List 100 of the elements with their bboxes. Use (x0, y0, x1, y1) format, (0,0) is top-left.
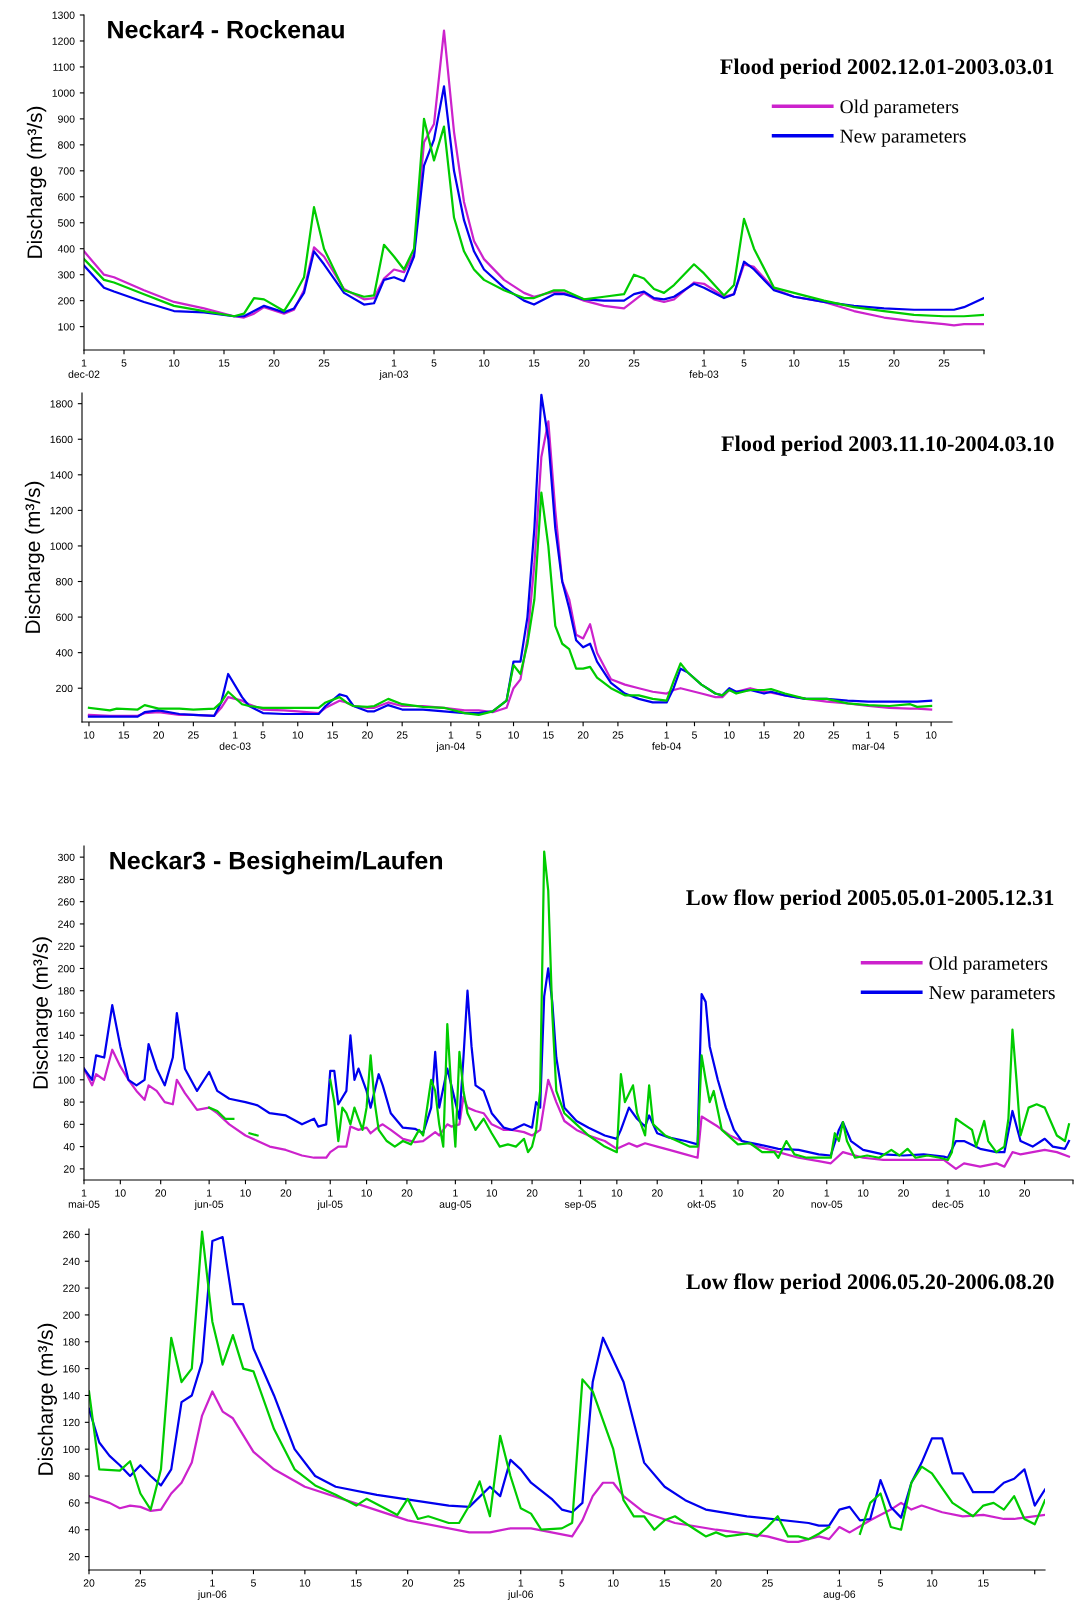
y-tick-label: 1000 (50, 542, 73, 550)
y-tick-label: 1300 (52, 11, 75, 19)
x-tick-label: 25 (453, 1579, 465, 1587)
y-tick-label: 300 (57, 853, 75, 862)
x-tick-label: 20 (155, 1189, 167, 1197)
y-tick-label: 240 (58, 920, 75, 928)
y-tick-label: 1600 (50, 435, 73, 444)
x-tick-label: 1 jan-03 (379, 359, 409, 380)
x-tick-label: 15 (759, 731, 770, 739)
legend-label: New parameters (929, 986, 1055, 1004)
y-tick-label: 240 (63, 1257, 80, 1266)
y-tick-label: 800 (58, 141, 75, 149)
x-tick-label: 5 (893, 731, 899, 739)
x-tick-label: 15 (118, 731, 130, 739)
x-tick-label: 20 (578, 359, 590, 367)
y-tick-label: 600 (56, 613, 73, 621)
x-tick-label: 15 (351, 1579, 362, 1587)
x-tick-label: 15 (839, 359, 850, 367)
x-tick-label: 1 mai-05 (68, 1189, 100, 1208)
x-tick-label: 10 (732, 1189, 744, 1197)
x-tick-label: 20 (773, 1189, 784, 1197)
x-tick-label: 10 (608, 1579, 619, 1587)
y-tick-label: 80 (68, 1472, 80, 1480)
legend-label: Old parameters (840, 99, 959, 118)
y-tick-label: 200 (56, 684, 73, 693)
x-tick-label: 15 (529, 359, 540, 367)
x-tick-label: 10 (926, 731, 937, 739)
y-tick-label: 400 (55, 649, 73, 657)
x-tick-label: 10 (486, 1189, 498, 1197)
x-tick-label: 10 (292, 731, 304, 739)
x-tick-label: 10 (789, 359, 800, 367)
chart-title: Neckar3 - Besigheim/Laufen (110, 851, 443, 875)
y-tick-label: 180 (63, 1338, 80, 1346)
x-tick-label: 20 (401, 1189, 413, 1197)
x-tick-label: 1 feb-03 (689, 359, 719, 378)
y-tick-label: 1400 (50, 471, 73, 479)
x-tick-label: 15 (978, 1579, 989, 1587)
x-tick-label: 5 (692, 731, 697, 739)
y-tick-label: 1200 (52, 37, 75, 45)
y-tick-label: 20 (63, 1165, 75, 1173)
x-tick-label: 5 (476, 731, 482, 739)
y-tick-label: 800 (56, 578, 73, 586)
x-tick-label: 1 dec-02 (68, 359, 100, 378)
y-tick-label: 300 (57, 271, 75, 279)
x-tick-label: 15 (543, 731, 554, 739)
y-tick-label: 260 (63, 1230, 80, 1239)
x-tick-label: 10 (724, 731, 735, 739)
x-tick-label: 10 (979, 1189, 990, 1197)
y-tick-label: 100 (58, 323, 75, 331)
y-tick-label: 80 (63, 1098, 75, 1106)
x-tick-label: 5 (260, 731, 266, 739)
x-tick-label: 5 (431, 359, 437, 367)
legend-label: Old parameters (929, 956, 1048, 974)
y-tick-label: 120 (58, 1054, 75, 1062)
y-tick-label: 200 (63, 1311, 80, 1319)
x-tick-label: 25 (188, 731, 199, 739)
text: Flood period 2002.12.01-2003.03.01 (720, 58, 1054, 79)
y-tick-label: 700 (58, 167, 75, 175)
x-tick-label: 1 aug-06 (823, 1579, 856, 1600)
x-tick-label: 1 jan-04 (436, 731, 466, 752)
x-tick-label: 25 (318, 359, 330, 367)
chart-title: Neckar4 - Rockenau (108, 20, 344, 39)
text: Low flow period 2006.05.20-2006.08.20 (686, 1273, 1054, 1294)
y-tick-label: 1000 (52, 89, 75, 97)
x-tick-label: 10 (115, 1189, 126, 1197)
y-tick-label: 200 (58, 964, 75, 973)
x-tick-label: 20 (710, 1579, 722, 1587)
x-tick-label: 1 okt-05 (687, 1189, 716, 1208)
x-tick-label: 20 (651, 1189, 663, 1197)
y-tick-label: 220 (58, 942, 75, 951)
y-tick-label: 140 (63, 1391, 80, 1400)
x-tick-label: 5 (250, 1579, 256, 1587)
x-tick-label: 1 jul-06 (507, 1579, 534, 1600)
text: Flood period 2003.11.10-2004.03.10 (721, 435, 1054, 456)
x-tick-label: 10 (926, 1579, 938, 1587)
y-tick-label: 900 (58, 115, 75, 123)
x-tick-label: 5 (878, 1579, 883, 1587)
x-tick-label: 10 (508, 731, 519, 739)
x-tick-label: 20 (577, 731, 589, 739)
y-axis-title: Discharge (m³/s) (32, 937, 53, 1089)
y-tick-label: 600 (58, 193, 75, 201)
x-tick-label: 25 (762, 1579, 773, 1587)
x-tick-label: 25 (396, 731, 408, 739)
x-tick-label: 1 aug-05 (439, 1189, 472, 1210)
y-axis-title: Discharge (m³/s) (37, 1323, 58, 1475)
y-tick-label: 200 (58, 297, 75, 305)
y-tick-label: 160 (58, 1009, 75, 1017)
x-tick-label: 20 (402, 1579, 414, 1587)
x-tick-label: 10 (299, 1579, 311, 1587)
y-tick-label: 60 (68, 1499, 80, 1507)
x-tick-label: 20 (153, 731, 164, 739)
x-tick-label: 1 mar-04 (852, 731, 885, 750)
x-tick-label: 20 (362, 731, 373, 739)
y-tick-label: 180 (58, 987, 75, 995)
y-tick-label: 100 (63, 1445, 80, 1454)
line-series (89, 1390, 1045, 1543)
line-series (87, 491, 933, 716)
x-tick-label: 20 (280, 1189, 292, 1197)
x-tick-label: 20 (888, 359, 900, 367)
y-tick-label: 120 (63, 1418, 80, 1427)
